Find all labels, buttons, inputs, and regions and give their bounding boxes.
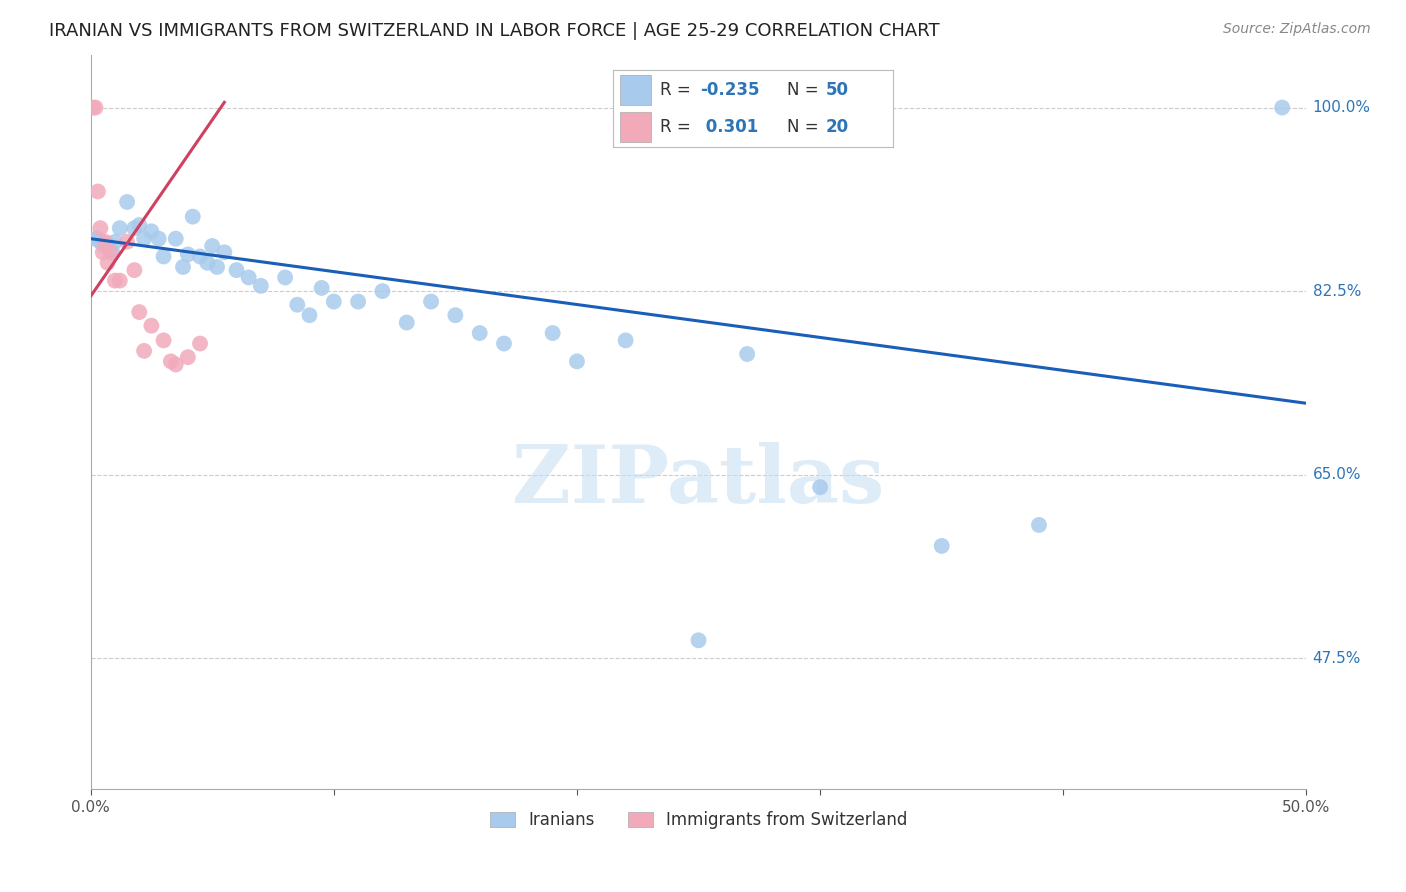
Point: [322, 294, 344, 309]
Text: 65.0%: 65.0%: [1313, 467, 1361, 482]
Point: [238, 270, 260, 285]
Point: [128, 305, 150, 319]
Point: [101, 245, 124, 260]
Point: [614, 334, 637, 348]
Point: [468, 326, 491, 340]
Point: [931, 539, 953, 553]
Point: [89, 235, 111, 249]
Point: [311, 281, 333, 295]
Point: [115, 194, 138, 209]
Point: [188, 336, 211, 351]
Point: [97, 236, 120, 251]
Point: [124, 221, 146, 235]
Point: [124, 263, 146, 277]
Text: 82.5%: 82.5%: [1313, 284, 1361, 299]
Point: [141, 224, 163, 238]
Point: [735, 347, 758, 361]
Text: 47.5%: 47.5%: [1313, 650, 1361, 665]
Point: [395, 316, 418, 330]
Point: [128, 218, 150, 232]
Point: [104, 274, 127, 288]
Point: [1028, 518, 1050, 533]
Point: [565, 354, 588, 368]
Point: [274, 270, 297, 285]
Point: [165, 232, 187, 246]
Point: [420, 294, 443, 309]
Point: [541, 326, 564, 340]
Point: [201, 239, 224, 253]
Point: [214, 245, 236, 260]
Point: [82, 101, 104, 115]
Point: [195, 256, 218, 270]
Point: [492, 336, 515, 351]
Point: [94, 235, 117, 249]
Point: [115, 235, 138, 249]
Point: [98, 245, 121, 260]
Point: [688, 633, 710, 648]
Point: [177, 247, 200, 261]
Legend: Iranians, Immigrants from Switzerland: Iranians, Immigrants from Switzerland: [484, 805, 914, 836]
Point: [1271, 101, 1294, 115]
Point: [108, 274, 131, 288]
Point: [371, 284, 394, 298]
Point: [177, 350, 200, 364]
Text: ZIPatlas: ZIPatlas: [512, 442, 884, 520]
Point: [181, 210, 204, 224]
Point: [84, 101, 107, 115]
Point: [87, 232, 110, 246]
Point: [188, 250, 211, 264]
Point: [98, 242, 121, 256]
Point: [808, 480, 831, 494]
Point: [97, 256, 120, 270]
Point: [152, 334, 174, 348]
Point: [160, 354, 183, 368]
Point: [91, 236, 114, 251]
Point: [108, 221, 131, 235]
Point: [104, 235, 127, 249]
Text: IRANIAN VS IMMIGRANTS FROM SWITZERLAND IN LABOR FORCE | AGE 25-29 CORRELATION CH: IRANIAN VS IMMIGRANTS FROM SWITZERLAND I…: [49, 22, 939, 40]
Point: [141, 318, 163, 333]
Point: [285, 298, 308, 312]
Point: [172, 260, 194, 274]
Point: [444, 308, 467, 322]
Point: [152, 250, 174, 264]
Point: [132, 232, 155, 246]
Point: [205, 260, 228, 274]
Text: 100.0%: 100.0%: [1313, 100, 1371, 115]
Point: [165, 358, 187, 372]
Point: [148, 232, 170, 246]
Point: [94, 239, 117, 253]
Point: [225, 263, 247, 277]
Point: [89, 221, 111, 235]
Text: Source: ZipAtlas.com: Source: ZipAtlas.com: [1223, 22, 1371, 37]
Point: [91, 245, 114, 260]
Point: [87, 185, 110, 199]
Point: [250, 278, 273, 293]
Point: [84, 232, 107, 246]
Point: [132, 343, 155, 358]
Point: [298, 308, 321, 322]
Point: [347, 294, 370, 309]
